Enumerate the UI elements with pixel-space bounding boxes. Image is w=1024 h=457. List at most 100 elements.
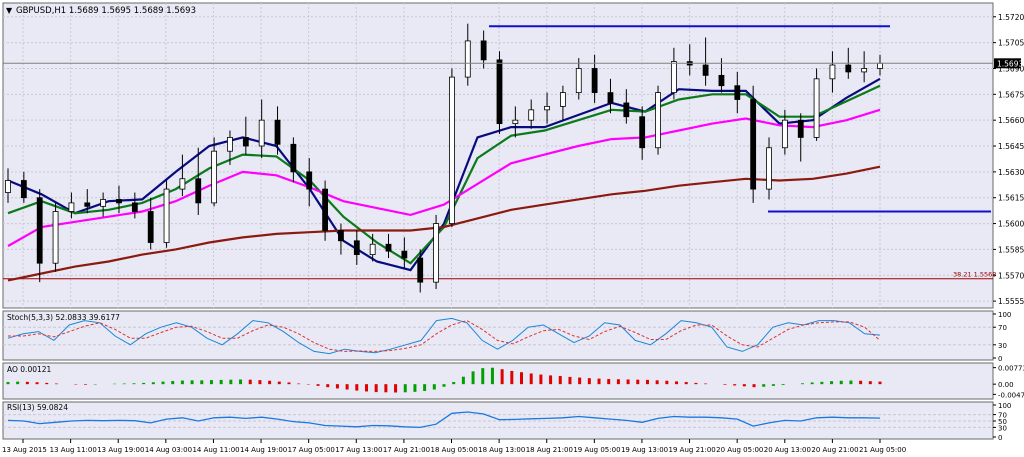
candle-bear — [353, 240, 360, 255]
price-tick-label: 1.5615 — [998, 194, 1024, 203]
time-tick-label: 21 Aug 05:00 — [859, 446, 906, 454]
candle-bear — [639, 116, 646, 149]
rsi-tick-label: 30 — [998, 424, 1007, 432]
price-tick-label: 1.5600 — [998, 220, 1024, 229]
candle-bear — [480, 40, 487, 61]
time-tick-label: 17 Aug 21:00 — [383, 446, 430, 454]
candle-bull — [829, 64, 836, 80]
time-tick-label: 20 Aug 13:00 — [764, 446, 811, 454]
candle-bull — [100, 199, 107, 207]
stochastic-lines: 100 70 30 0 — [3, 311, 1011, 363]
candle-bull — [512, 119, 519, 125]
rsi-series-line — [7, 411, 881, 429]
candle-bull — [449, 76, 455, 224]
candle-bear — [750, 99, 757, 190]
candle-bear — [845, 64, 852, 73]
candle-bull — [781, 119, 788, 149]
price-tick-label: 1.5675 — [998, 90, 1024, 99]
time-tick-label: 19 Aug 13:00 — [621, 446, 668, 454]
time-tick-label: 14 Aug 11:00 — [192, 446, 239, 454]
candle-bear — [84, 202, 91, 207]
candle-bear — [322, 188, 328, 231]
candle-bear — [274, 119, 281, 145]
ema-slow-line — [7, 108, 881, 247]
time-tick-label: 14 Aug 19:00 — [240, 446, 287, 454]
rsi-tick-label: 100 — [998, 402, 1011, 410]
candles — [5, 23, 883, 293]
stochastic-pane[interactable]: 100 70 30 0 Stoch(5,3,3) 52.0833 39.6177 — [2, 310, 1011, 363]
stoch-tick-label: 0 — [998, 355, 1002, 363]
candle-bear — [702, 64, 709, 76]
fibonacci-level[interactable]: 38.21 1.5568 — [3, 271, 996, 280]
candle-bull — [52, 211, 59, 264]
candle-bear — [338, 230, 344, 242]
ao-tick-label: 0.00773 — [998, 365, 1024, 373]
candle-bull — [5, 180, 11, 193]
time-tick-label: 18 Aug 13:00 — [478, 446, 525, 454]
stoch-tick-label: 70 — [998, 324, 1007, 332]
header-arrow-icon[interactable]: ▼ — [6, 6, 13, 15]
candle-bear — [131, 202, 138, 212]
stoch-main-line — [7, 317, 881, 355]
candle-bull — [655, 92, 661, 149]
price-tick-label: 1.5690 — [998, 64, 1024, 73]
price-tick-label: 1.5720 — [998, 13, 1024, 22]
candle-bull — [766, 147, 772, 190]
rsi-tick-label: 70 — [998, 412, 1007, 420]
stoch-title: Stoch(5,3,3) 52.0833 39.6177 — [7, 313, 120, 322]
time-tick-label: 17 Aug 13:00 — [335, 446, 382, 454]
price-tick-label: 1.5630 — [998, 168, 1024, 177]
candle-bear — [290, 143, 297, 173]
ao-tick-label: -0.00477 — [998, 391, 1024, 399]
candle-bull — [163, 188, 170, 243]
candle-bear — [623, 102, 630, 118]
current-price-label: 1.5693 — [997, 59, 1023, 68]
time-tick-label: 20 Aug 05:00 — [716, 446, 763, 454]
candle-bear — [385, 243, 392, 252]
rsi-tick-label: 0 — [998, 434, 1002, 442]
price-pane[interactable]: 38.21 1.5568 1.57201.57051.56901.56751.5… — [2, 2, 1024, 309]
rsi-title: RSI(13) 59.0824 — [7, 403, 68, 412]
candle-bear — [116, 199, 122, 204]
ao-tick-label: 0.00 — [998, 381, 1014, 389]
candle-bull — [528, 109, 535, 121]
candle-bull — [433, 223, 439, 283]
price-tick-label: 1.5645 — [998, 142, 1024, 151]
time-tick-label: 18 Aug 21:00 — [526, 446, 573, 454]
candle-bull — [179, 178, 186, 190]
ao-pane-background — [2, 362, 994, 400]
price-tick-label: 1.5570 — [998, 271, 1024, 280]
ao-title: AO 0.00121 — [7, 365, 52, 374]
candle-bear — [147, 211, 154, 243]
time-tick-label: 13 Aug 11:00 — [50, 446, 97, 454]
time-tick-label: 18 Aug 05:00 — [431, 446, 478, 454]
candle-bull — [877, 62, 883, 69]
sma-long-line — [7, 165, 881, 282]
candle-bear — [797, 119, 804, 138]
candle-bull — [258, 119, 265, 147]
stoch-tick-label: 100 — [998, 311, 1011, 319]
candle-bear — [306, 171, 313, 190]
stoch-signal-line — [8, 320, 881, 352]
candle-bear — [401, 250, 408, 259]
time-tick-label: 13 Aug 19:00 — [97, 446, 144, 454]
chart-header: ▼ GBPUSD,H1 1.5689 1.5695 1.5689 1.5693 — [6, 6, 196, 16]
time-tick-label: 20 Aug 21:00 — [811, 446, 858, 454]
horizontal-lines[interactable] — [489, 25, 991, 213]
price-pane-background — [2, 2, 994, 309]
candle-bear — [496, 59, 503, 125]
fib-label: 38.21 1.5568 — [953, 271, 996, 279]
candle-bull — [560, 92, 566, 107]
price-tick-label: 1.5555 — [998, 297, 1024, 306]
candle-bull — [211, 150, 218, 204]
candle-bull — [68, 202, 75, 212]
ao-pane[interactable]: 0.00773 0.00 -0.00477 AO 0.00121 — [2, 362, 1024, 400]
time-axis: 13 Aug 2015 13 Aug 11:00 13 Aug 19:00 14 Au… — [2, 439, 906, 454]
price-tick-label: 1.5660 — [998, 116, 1024, 125]
candle-bull — [861, 68, 868, 73]
time-tick-label: 13 Aug 2015 — [2, 446, 47, 454]
candle-bull — [227, 137, 233, 152]
price-axis: 1.5720 1.5705 1.5690 1.5675 1.5660 1.5645 1.56… — [3, 13, 1024, 306]
